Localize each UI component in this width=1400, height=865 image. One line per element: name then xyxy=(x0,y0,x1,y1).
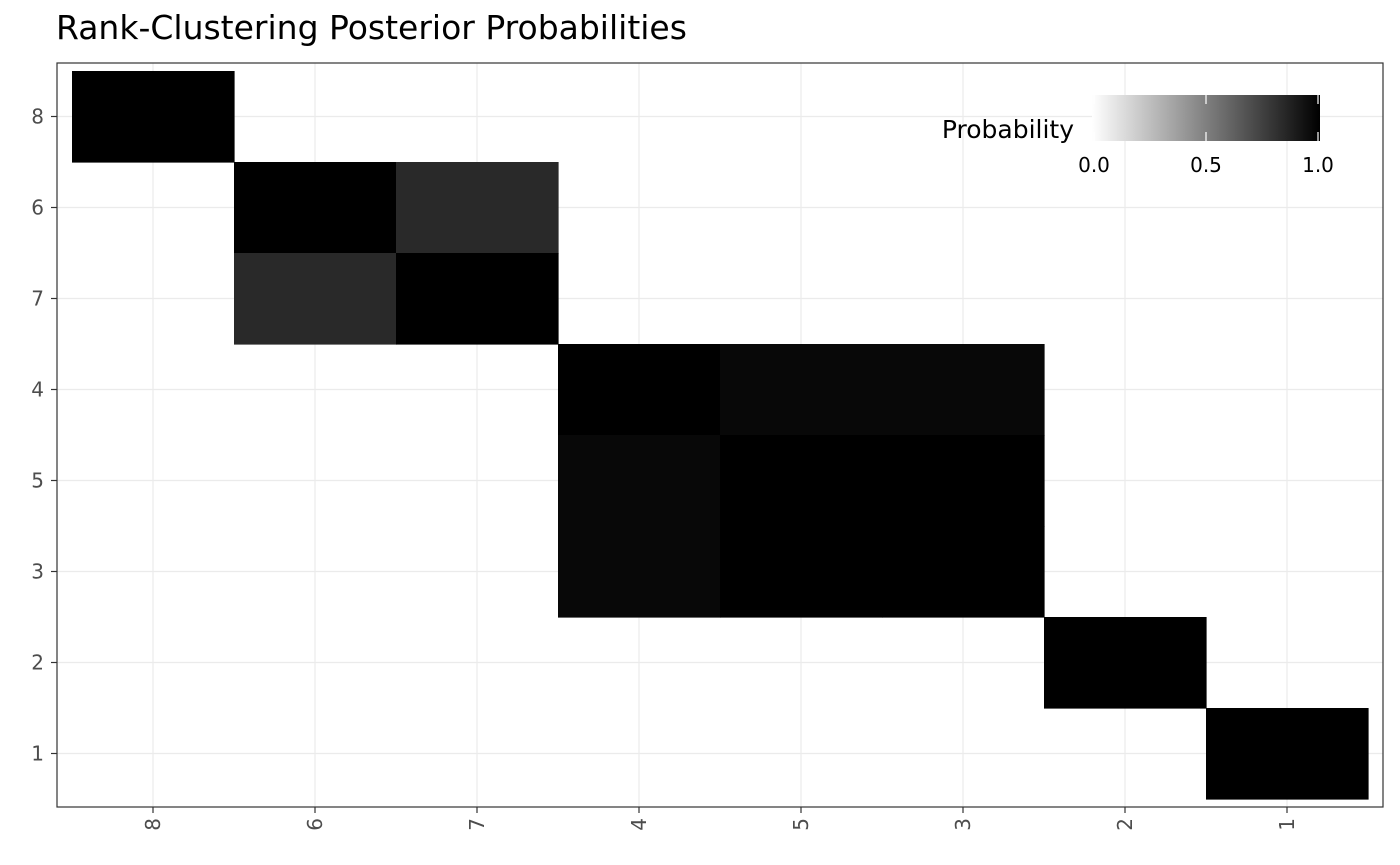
x-tick-label: 1 xyxy=(1275,818,1299,831)
legend-tick-label: 1.0 xyxy=(1302,153,1334,177)
y-tick-label: 7 xyxy=(31,287,44,311)
x-tick-label: 6 xyxy=(303,818,327,831)
y-tick-label: 4 xyxy=(31,378,44,402)
heatmap-cell xyxy=(396,162,559,254)
axis-layer: 8 6 7 4 5 3 2 1 8 6 7 4 5 3 2 1 xyxy=(31,105,1299,831)
cells-layer xyxy=(72,71,1369,800)
heatmap-cell xyxy=(558,344,721,436)
heatmap-cell xyxy=(720,344,883,436)
x-tick-label: 2 xyxy=(1113,818,1137,831)
heatmap-cell xyxy=(234,162,397,254)
heatmap-cell xyxy=(1206,708,1369,800)
legend-title: Probability xyxy=(942,115,1074,144)
heatmap-cell xyxy=(1044,617,1207,709)
x-tick-label: 7 xyxy=(465,818,489,831)
y-tick-label: 1 xyxy=(31,742,44,766)
chart-title: Rank-Clustering Posterior Probabilities xyxy=(56,8,687,47)
panel-border xyxy=(56,62,1384,808)
heatmap-cell xyxy=(396,253,559,345)
heatmap-cell xyxy=(720,435,883,527)
heatmap-cell xyxy=(72,71,235,163)
x-tick-label: 3 xyxy=(951,818,975,831)
x-tick-label: 8 xyxy=(141,818,165,831)
heatmap-cell xyxy=(882,344,1045,436)
heatmap-cell xyxy=(234,253,397,345)
heatmap-cell xyxy=(882,435,1045,527)
heatmap-cell xyxy=(720,526,883,618)
y-tick-label: 6 xyxy=(31,196,44,220)
y-tick-label: 5 xyxy=(31,469,44,493)
y-tick-label: 3 xyxy=(31,560,44,584)
y-tick-label: 8 xyxy=(31,105,44,129)
legend-tick-label: 0.5 xyxy=(1190,153,1222,177)
y-tick-label: 2 xyxy=(31,651,44,675)
x-tick-label: 5 xyxy=(789,818,813,831)
x-tick-label: 4 xyxy=(627,818,651,831)
heatmap-cell xyxy=(558,435,721,527)
heatmap-cell xyxy=(882,526,1045,618)
legend-tick-label: 0.0 xyxy=(1078,153,1110,177)
heatmap-cell xyxy=(558,526,721,618)
